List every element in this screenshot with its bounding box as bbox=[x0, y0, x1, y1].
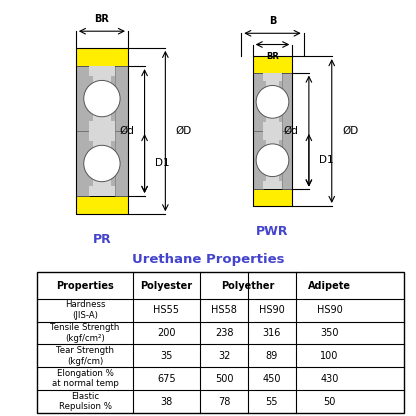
Bar bbox=[253, 131, 262, 189]
Text: HS55: HS55 bbox=[154, 305, 179, 315]
Bar bbox=[111, 141, 115, 186]
Text: 78: 78 bbox=[218, 396, 230, 407]
Text: Urethane Properties: Urethane Properties bbox=[132, 253, 284, 267]
Text: ØD: ØD bbox=[176, 126, 192, 136]
Text: HS58: HS58 bbox=[211, 305, 237, 315]
Bar bbox=[282, 131, 292, 189]
Text: HS90: HS90 bbox=[259, 305, 285, 315]
Bar bbox=[76, 196, 128, 214]
Bar bbox=[89, 131, 115, 196]
Text: 200: 200 bbox=[157, 328, 176, 338]
Bar bbox=[89, 141, 93, 186]
Text: D1: D1 bbox=[155, 158, 170, 168]
Bar bbox=[253, 189, 292, 206]
Text: 675: 675 bbox=[157, 374, 176, 384]
Text: 100: 100 bbox=[320, 351, 339, 361]
Bar bbox=[279, 82, 282, 122]
Text: 430: 430 bbox=[320, 374, 339, 384]
Text: B: B bbox=[269, 16, 276, 26]
Text: PWR: PWR bbox=[256, 225, 289, 238]
Bar bbox=[89, 76, 93, 121]
Text: Elastic
Repulsion %: Elastic Repulsion % bbox=[59, 392, 111, 411]
Bar bbox=[115, 131, 128, 196]
Text: PR: PR bbox=[92, 233, 111, 246]
Text: Polyether: Polyether bbox=[221, 280, 275, 291]
Text: Ød: Ød bbox=[119, 126, 134, 136]
Circle shape bbox=[256, 144, 289, 177]
Bar bbox=[262, 73, 282, 131]
Bar bbox=[262, 140, 266, 181]
Text: Adipete: Adipete bbox=[308, 280, 351, 291]
Text: 316: 316 bbox=[262, 328, 281, 338]
Circle shape bbox=[256, 85, 289, 118]
Text: BR: BR bbox=[94, 14, 109, 24]
Bar bbox=[76, 48, 128, 214]
Text: Elongation %
at normal temp: Elongation % at normal temp bbox=[52, 369, 119, 389]
Text: 55: 55 bbox=[265, 396, 278, 407]
Circle shape bbox=[84, 80, 120, 117]
Text: Properties: Properties bbox=[56, 280, 114, 291]
Bar bbox=[76, 66, 89, 131]
Bar bbox=[76, 48, 128, 66]
Bar bbox=[253, 56, 292, 206]
Text: Tensile Strength
(kgf/cm²): Tensile Strength (kgf/cm²) bbox=[50, 323, 120, 343]
Bar bbox=[262, 131, 282, 189]
Text: 50: 50 bbox=[323, 396, 336, 407]
Bar bbox=[111, 76, 115, 121]
Text: 500: 500 bbox=[215, 374, 233, 384]
Circle shape bbox=[84, 145, 120, 182]
Bar bbox=[253, 56, 292, 73]
Text: HS90: HS90 bbox=[317, 305, 342, 315]
Text: Polyester: Polyester bbox=[141, 280, 193, 291]
Text: BR: BR bbox=[266, 52, 279, 61]
Text: Hardness
(JIS-A): Hardness (JIS-A) bbox=[65, 300, 105, 320]
Text: 238: 238 bbox=[215, 328, 233, 338]
Bar bbox=[89, 66, 115, 131]
Bar bbox=[253, 73, 262, 131]
Text: D1: D1 bbox=[319, 155, 334, 165]
Text: 450: 450 bbox=[262, 374, 281, 384]
Bar bbox=[115, 66, 128, 131]
Text: ØD: ØD bbox=[342, 126, 359, 136]
Bar bbox=[262, 82, 266, 122]
Bar bbox=[37, 272, 404, 413]
Bar bbox=[279, 140, 282, 181]
Text: 35: 35 bbox=[160, 351, 173, 361]
Bar bbox=[76, 131, 89, 196]
Text: 38: 38 bbox=[160, 396, 173, 407]
Text: Ød: Ød bbox=[284, 126, 299, 136]
Bar bbox=[282, 73, 292, 131]
Text: Tear Strength
(kgf/cm): Tear Strength (kgf/cm) bbox=[56, 346, 114, 366]
Text: 32: 32 bbox=[218, 351, 230, 361]
Text: 350: 350 bbox=[320, 328, 339, 338]
Text: 89: 89 bbox=[265, 351, 278, 361]
